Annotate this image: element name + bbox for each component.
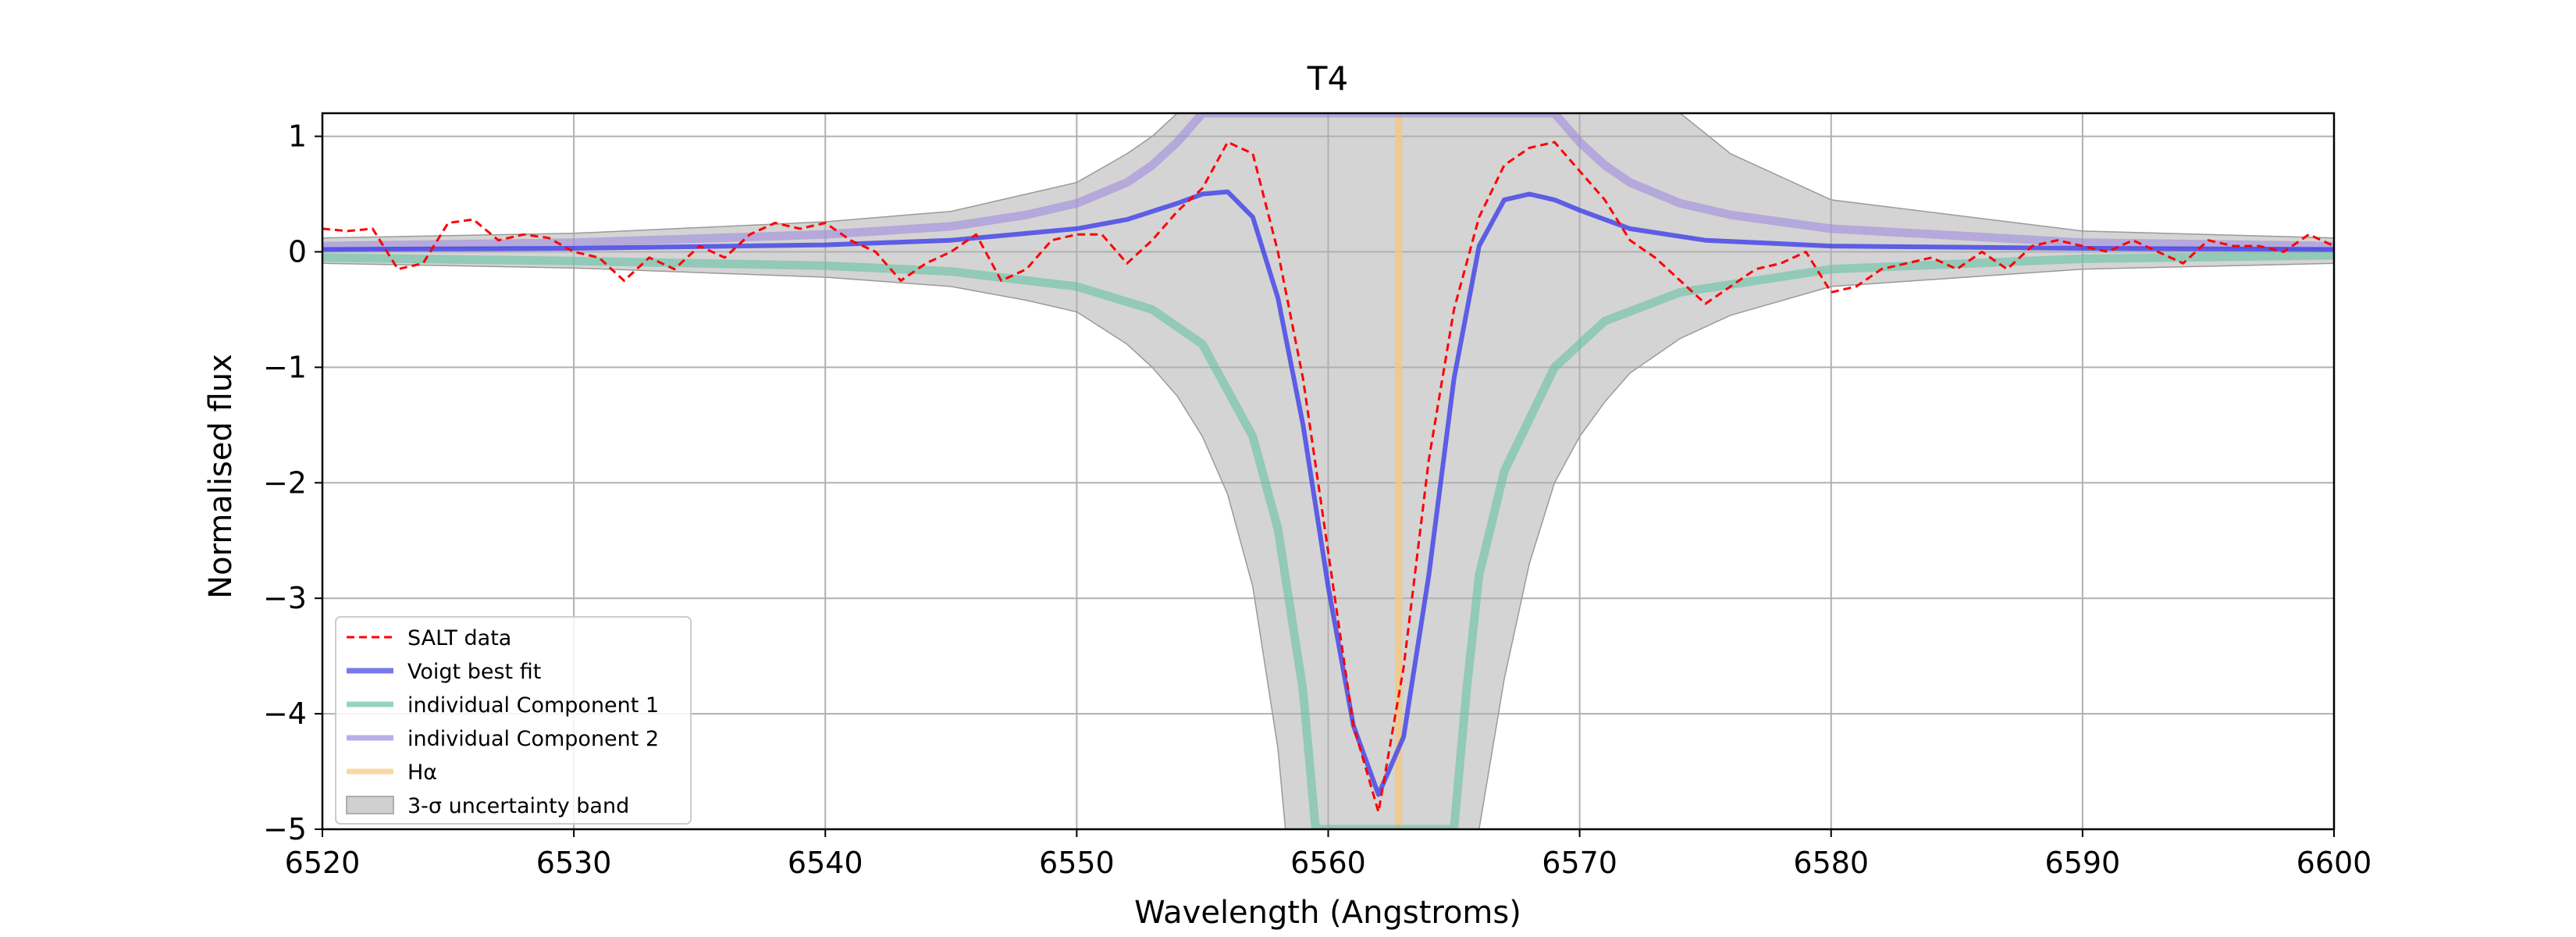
x-tick-label: 6590 [2045, 846, 2121, 880]
x-tick-label: 6560 [1290, 846, 1366, 880]
y-axis-label: Normalised flux [203, 354, 239, 599]
series-line-voigt-best-fit [322, 189, 2334, 797]
y-tick-label: 0 [288, 234, 307, 269]
series-line-salt-data [322, 141, 2334, 814]
series-line-individual-component-1 [322, 251, 2334, 829]
x-tick-label: 6570 [1542, 846, 1617, 880]
uncertainty-band-layer [322, 113, 2334, 829]
legend-entry: individual Component 2 [347, 727, 659, 751]
legend-entry: 3-σ uncertainty band [346, 794, 629, 818]
x-axis-ticks: 6520 6530 6540 6550 6560 6570 6580 6590 6600 [285, 829, 2372, 880]
legend-entry: SALT data [347, 626, 511, 650]
x-tick-label: 6600 [2297, 846, 2372, 880]
x-tick-label: 6540 [788, 846, 863, 880]
legend-entry: Voigt best fit [347, 660, 541, 684]
y-tick-label: −1 [263, 350, 307, 384]
x-tick-label: 6580 [1793, 846, 1869, 880]
y-axis-ticks: 1 0 −1 −2 −3 −4 −5 [263, 119, 322, 846]
uncertainty-band [322, 113, 2334, 829]
legend-box [335, 616, 692, 825]
y-tick-label: −3 [263, 581, 307, 615]
legend-entry: individual Component 1 [347, 693, 659, 718]
y-tick-label: −2 [263, 465, 307, 500]
legend: SALT data Voigt best fit individual Compon… [335, 616, 692, 825]
y-tick-label: −4 [263, 697, 307, 731]
legend-label: SALT data [407, 626, 511, 650]
legend-label: individual Component 1 [407, 693, 659, 718]
y-tick-label: −5 [263, 812, 307, 846]
legend-swatch [346, 796, 394, 814]
x-axis-label: Wavelength (Angstroms) [1134, 895, 1521, 931]
x-tick-label: 6520 [285, 846, 361, 880]
series-line-individual-component-2 [322, 113, 2334, 251]
legend-label: Hα [407, 761, 437, 785]
legend-entry: Hα [347, 761, 437, 785]
legend-label: 3-σ uncertainty band [407, 794, 629, 818]
x-tick-label: 6550 [1039, 846, 1115, 880]
legend-label: individual Component 2 [407, 727, 659, 751]
legend-label: Voigt best fit [407, 660, 541, 684]
x-tick-label: 6530 [536, 846, 612, 880]
chart-title: T4 [1307, 59, 1348, 98]
series-layer [322, 113, 2334, 829]
y-tick-label: 1 [288, 119, 307, 154]
